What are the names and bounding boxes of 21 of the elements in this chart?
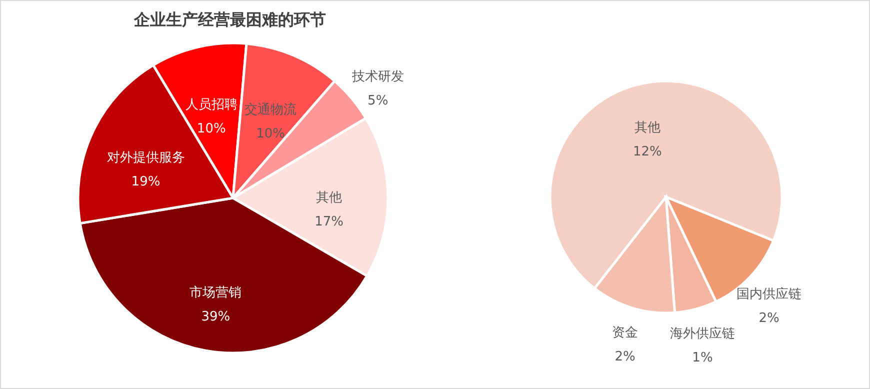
slice-label: 海外供应链 bbox=[670, 326, 735, 342]
data-label: 12% bbox=[633, 144, 662, 160]
data-label: 2% bbox=[614, 349, 636, 364]
data-label: 1% bbox=[692, 350, 713, 366]
slice-label: 市场营销 bbox=[190, 286, 242, 301]
slice-label: 其他 bbox=[316, 190, 342, 206]
slice-label: 其他 bbox=[634, 120, 660, 136]
data-label: 19% bbox=[131, 174, 160, 190]
slice-label: 交通物流 bbox=[244, 102, 297, 118]
data-label: 17% bbox=[314, 214, 344, 230]
data-label: 5% bbox=[368, 93, 388, 108]
slice-label: 国内供应链 bbox=[736, 286, 802, 302]
data-label: 2% bbox=[758, 311, 780, 326]
data-label: 10% bbox=[196, 121, 226, 136]
slice-label: 资金 bbox=[612, 325, 638, 340]
slice-label: 人员招聘 bbox=[185, 97, 238, 112]
chart-title: 企业生产经营最困难的环节 bbox=[133, 10, 326, 29]
data-label: 10% bbox=[256, 126, 285, 142]
slice-label: 对外提供服务 bbox=[106, 150, 185, 166]
slice-label: 技术研发 bbox=[350, 69, 404, 84]
data-label: 39% bbox=[201, 310, 230, 325]
